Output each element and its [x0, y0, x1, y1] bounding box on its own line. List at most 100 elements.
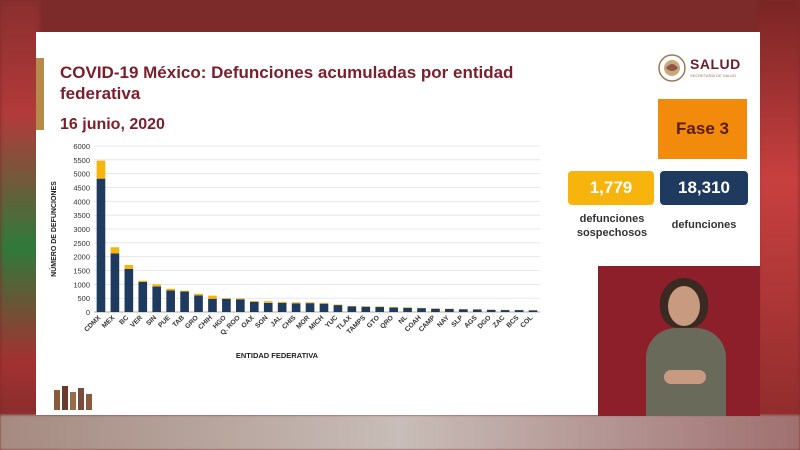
- logo-name: SALUD: [690, 56, 741, 72]
- bar-confirmed: [138, 281, 148, 312]
- bar-suspected: [222, 298, 231, 299]
- y-tick-label: 4000: [73, 197, 90, 206]
- report-date: 16 junio, 2020: [60, 116, 165, 133]
- bar-suspected: [180, 290, 189, 292]
- deaths-bar-chart: 0 500 1000 1500 2000 2500 3000 3500 4000 4500 5000…: [49, 142, 540, 360]
- bar-suspected: [291, 302, 301, 304]
- y-tick-label: 1000: [73, 280, 90, 289]
- bar-confirmed: [222, 298, 231, 312]
- x-tick-label: CDMX: [83, 314, 102, 333]
- bar-confirmed: [417, 308, 426, 312]
- x-tick-label: CAMP: [418, 314, 437, 333]
- y-tick-label: 6000: [73, 142, 90, 151]
- bar-suspected: [110, 247, 120, 254]
- bar-confirmed: [96, 178, 106, 312]
- bar-confirmed: [152, 286, 162, 312]
- salud-logo-icon: [658, 54, 686, 82]
- bar-suspected: [152, 284, 162, 287]
- bar-confirmed: [403, 307, 412, 312]
- bar-confirmed: [166, 290, 175, 312]
- background-right: [758, 0, 800, 450]
- y-tick-label: 5500: [73, 156, 90, 165]
- background-left: [0, 0, 40, 450]
- bar-suspected: [138, 280, 148, 282]
- background-bottom: [0, 415, 800, 450]
- sign-language-interpreter: [598, 266, 760, 416]
- bar-suspected: [166, 288, 175, 291]
- x-axis-label: ENTIDAD FEDERATIVA: [236, 351, 319, 360]
- interpreter-head: [668, 286, 700, 326]
- bar-confirmed: [333, 305, 343, 312]
- bar-suspected: [194, 293, 203, 296]
- bar-confirmed: [375, 307, 385, 312]
- y-tick-label: 2500: [73, 239, 90, 248]
- x-tick-label: SLP: [450, 314, 465, 329]
- bar-suspected: [375, 306, 385, 308]
- x-tick-label: ZAC: [492, 314, 507, 329]
- bar-confirmed: [180, 291, 189, 312]
- x-tick-label: AGS: [463, 314, 479, 330]
- suspected-deaths-value: 1,779: [568, 171, 654, 205]
- y-tick-label: 2000: [73, 253, 90, 262]
- x-tick-label: OAX: [240, 314, 256, 330]
- heritage-figures-icon: [54, 386, 92, 410]
- bar-confirmed: [194, 295, 203, 312]
- bar-confirmed: [445, 308, 454, 312]
- x-tick-label: SIN: [145, 314, 158, 327]
- bar-confirmed: [347, 306, 357, 312]
- bar-confirmed: [459, 309, 468, 312]
- suspected-deaths-label: defunciones sospechosos: [576, 213, 648, 239]
- x-tick-label: BCS: [505, 314, 520, 329]
- bar-confirmed: [486, 309, 496, 312]
- y-axis-label: NÚMERO DE DEFUNCIONES: [49, 181, 58, 277]
- phase-badge: Fase 3: [658, 99, 747, 159]
- bar-confirmed: [305, 303, 315, 312]
- bar-suspected: [263, 301, 273, 303]
- bar-suspected: [389, 307, 398, 308]
- bar-confirmed: [361, 306, 371, 312]
- x-tick-label: MICH: [308, 314, 325, 331]
- confirmed-deaths-value: 18,310: [660, 171, 748, 205]
- y-tick-label: 1500: [73, 267, 90, 276]
- bar-confirmed: [277, 302, 287, 312]
- logo-subtitle: SECRETARÍA DE SALUD: [690, 73, 737, 78]
- bar-confirmed: [514, 310, 524, 312]
- x-tick-label: GTO: [366, 314, 381, 329]
- bar-suspected: [305, 302, 315, 304]
- x-tick-label: NL: [398, 314, 409, 325]
- x-tick-label: SON: [254, 314, 269, 329]
- x-tick-label: CHIH: [197, 314, 214, 331]
- bar-suspected: [208, 295, 217, 299]
- confirmed-deaths-label: defunciones: [671, 219, 737, 231]
- title-accent-bar: [36, 58, 44, 130]
- bar-confirmed: [124, 268, 134, 312]
- x-tick-label: MEX: [101, 314, 117, 330]
- bar-confirmed: [236, 299, 245, 312]
- bar-confirmed: [249, 301, 259, 312]
- x-tick-label: NAY: [436, 314, 451, 329]
- bar-suspected: [319, 302, 329, 304]
- x-tick-label: COL: [519, 314, 534, 329]
- x-tick-label: BC: [118, 314, 130, 326]
- x-tick-label: DGO: [477, 314, 493, 330]
- bar-confirmed: [500, 310, 510, 312]
- bar-suspected: [249, 300, 259, 302]
- bar-suspected: [124, 264, 134, 269]
- x-tick-label: CHIS: [281, 314, 298, 331]
- y-tick-label: 0: [86, 308, 90, 317]
- x-tick-label: PUE: [157, 314, 172, 329]
- bar-confirmed: [291, 303, 301, 312]
- bar-confirmed: [319, 303, 329, 312]
- bar-confirmed: [389, 307, 398, 312]
- bar-suspected: [347, 305, 357, 307]
- bar-suspected: [403, 307, 412, 308]
- bar-confirmed: [110, 253, 120, 312]
- x-tick-label: VER: [129, 314, 144, 329]
- bar-suspected: [236, 298, 245, 300]
- x-tick-label: QRO: [379, 314, 395, 330]
- bar-suspected: [361, 306, 371, 307]
- chart-title: COVID-19 México: Defunciones acumuladas …: [60, 63, 514, 103]
- bar-suspected: [96, 160, 106, 179]
- bar-confirmed: [431, 308, 440, 312]
- bar-confirmed: [263, 302, 273, 312]
